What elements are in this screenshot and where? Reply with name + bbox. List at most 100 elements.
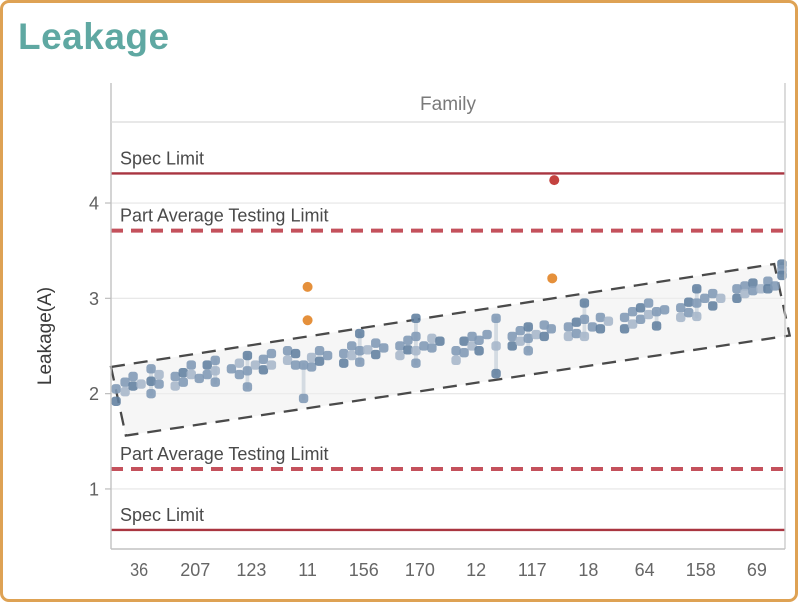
data-point[interactable] [226,364,237,374]
data-point[interactable] [777,270,787,281]
data-point[interactable] [708,288,718,299]
data-point[interactable] [676,303,686,313]
data-point[interactable] [763,276,773,286]
data-point[interactable] [306,352,317,363]
data-point[interactable] [210,377,220,387]
data-point[interactable] [306,362,317,372]
data-point[interactable] [154,369,164,380]
data-point[interactable] [111,384,121,394]
data-point[interactable] [202,360,212,370]
data-point[interactable] [491,341,501,351]
data-point[interactable] [403,335,413,345]
data-point[interactable] [282,355,293,365]
data-point[interactable] [427,343,437,353]
data-point[interactable] [120,377,130,387]
data-point[interactable] [587,322,598,332]
data-point[interactable] [579,331,590,342]
data-point[interactable] [748,278,758,288]
data-point[interactable] [435,336,445,346]
data-point[interactable] [643,298,654,308]
data-point[interactable] [740,281,750,291]
data-point[interactable] [770,281,780,291]
data-point[interactable] [322,350,333,361]
data-point[interactable] [170,371,180,382]
data-point[interactable] [619,312,630,323]
data-point[interactable] [371,338,381,348]
data-point[interactable] [459,347,469,358]
data-point[interactable] [266,348,277,359]
data-point[interactable] [154,379,164,389]
data-point[interactable] [282,346,293,356]
data-point[interactable] [507,331,517,342]
data-point[interactable] [411,358,421,368]
data-point[interactable] [355,328,365,339]
data-point[interactable] [347,350,357,361]
data-point[interactable] [474,346,484,356]
data-point[interactable] [732,293,742,304]
data-point[interactable] [186,360,196,370]
data-point[interactable] [546,324,556,334]
data-point[interactable] [451,355,461,365]
data-point[interactable] [635,303,646,313]
data-point[interactable] [298,360,309,370]
data-point[interactable] [186,369,196,380]
data-point[interactable] [563,322,574,332]
data-point[interactable] [371,349,381,360]
data-point[interactable] [258,365,269,375]
data-point[interactable] [627,306,638,317]
data-point[interactable] [363,345,373,355]
data-point[interactable] [459,336,469,346]
data-point[interactable] [111,396,121,406]
data-point[interactable] [170,381,180,391]
data-point[interactable] [146,376,156,386]
data-point[interactable] [756,284,766,294]
data-point[interactable] [651,321,662,331]
data-point[interactable] [507,341,517,351]
data-point[interactable] [339,348,349,359]
data-point[interactable] [234,358,245,368]
data-point[interactable] [740,288,750,299]
data-point[interactable] [242,350,253,361]
data-point[interactable] [523,322,533,332]
data-point[interactable] [146,364,156,374]
data-point[interactable] [242,382,253,392]
data-point[interactable] [202,369,212,380]
data-point[interactable] [314,356,325,366]
data-point[interactable] [692,298,702,308]
data-point[interactable] [419,341,429,351]
data-point[interactable] [355,357,365,367]
data-point[interactable] [314,346,325,356]
data-point[interactable] [531,329,541,340]
data-point[interactable] [290,360,301,370]
data-point[interactable] [571,317,582,327]
data-point[interactable] [659,305,670,315]
data-point[interactable] [595,312,606,323]
data-point[interactable] [692,284,702,294]
data-point[interactable] [515,326,525,336]
data-point[interactable] [700,293,710,304]
data-point[interactable] [128,381,138,391]
data-point[interactable] [210,355,220,365]
data-point[interactable] [635,314,646,324]
data-point[interactable] [676,312,686,323]
data-point[interactable] [411,346,421,356]
data-point[interactable] [298,393,309,404]
data-point[interactable] [748,286,758,296]
data-point[interactable] [258,354,269,365]
data-point[interactable] [403,345,413,355]
data-point[interactable] [146,388,156,399]
data-point[interactable] [427,333,437,344]
outlier-point-mild[interactable] [302,281,313,292]
data-point[interactable] [128,371,138,382]
data-point[interactable] [603,316,614,326]
data-point[interactable] [732,284,742,294]
data-point[interactable] [692,311,702,322]
data-point[interactable] [290,348,301,359]
data-point[interactable] [684,297,694,307]
data-point[interactable] [523,333,533,344]
outlier-point-mild[interactable] [302,315,313,326]
outlier-point-severe[interactable] [549,175,560,186]
data-point[interactable] [482,329,492,340]
data-point[interactable] [379,343,389,353]
data-point[interactable] [411,331,421,342]
